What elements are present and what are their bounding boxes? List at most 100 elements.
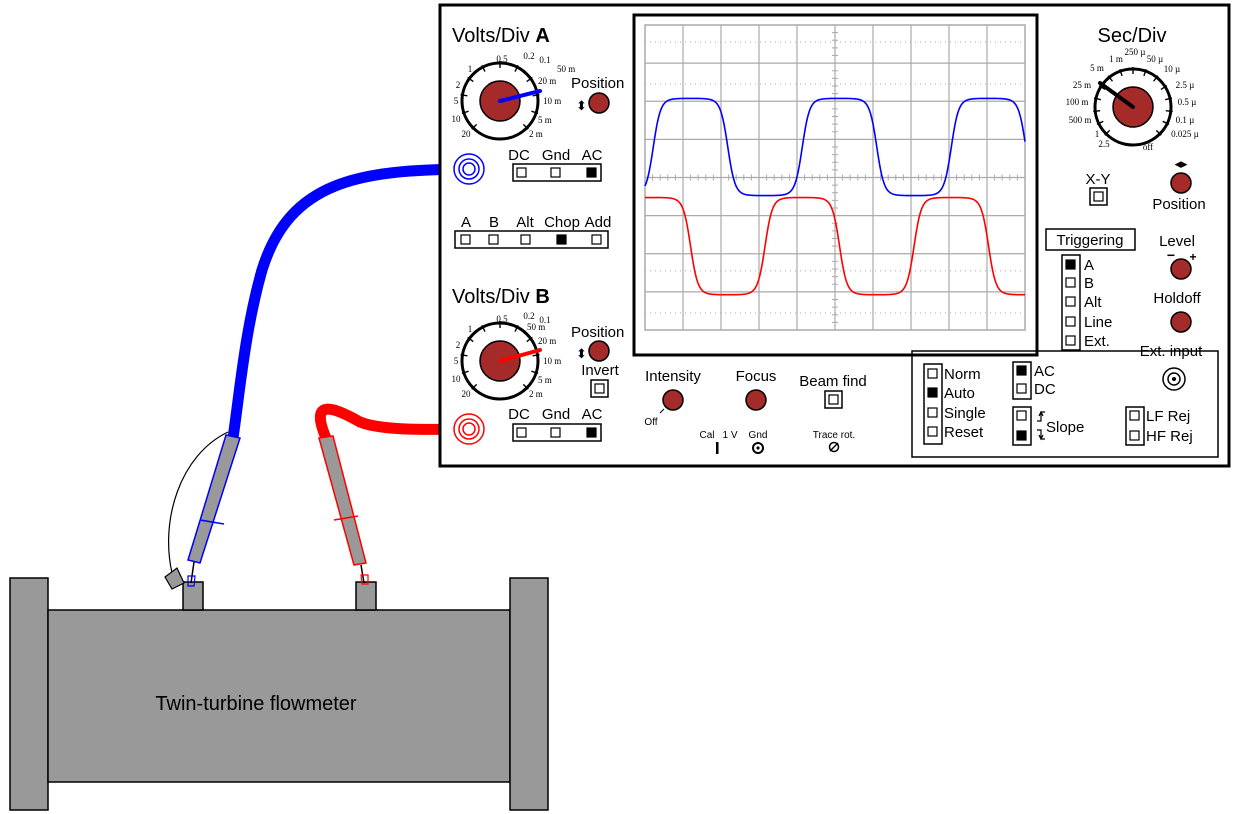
gnd-terminal-label: Gnd bbox=[749, 430, 768, 441]
flowmeter-body bbox=[47, 609, 511, 783]
trigger-source-a-switch[interactable] bbox=[1065, 259, 1076, 270]
channel-a-section: Volts/Div A 0.5 0.2 0.1 50 m 20 m 10 m 5… bbox=[452, 25, 624, 185]
hf-reject-label: HF Rej bbox=[1146, 428, 1193, 445]
trigger-source-ext-switch[interactable] bbox=[1065, 335, 1076, 346]
trigger-coupling-dc-switch[interactable] bbox=[1016, 383, 1027, 394]
holdoff-knob[interactable] bbox=[1170, 311, 1192, 333]
timebase-dial-label: 1 m bbox=[1109, 54, 1123, 64]
mode-add-label: Add bbox=[585, 214, 612, 231]
trigger-mode-norm-switch[interactable] bbox=[927, 368, 938, 379]
trigger-mode-group bbox=[923, 363, 943, 445]
dial-tick bbox=[460, 354, 468, 357]
intensity-knob[interactable] bbox=[662, 389, 684, 411]
channel-b-volts-dial[interactable] bbox=[460, 321, 542, 401]
channel-a-gnd-switch[interactable] bbox=[550, 167, 561, 178]
channel-a-position-knob[interactable] bbox=[588, 92, 610, 114]
timebase-dial-label: off bbox=[1143, 142, 1153, 152]
dial-tick bbox=[532, 354, 540, 357]
cal-terminal[interactable] bbox=[716, 442, 719, 454]
trigger-source-line-switch[interactable] bbox=[1065, 316, 1076, 327]
dial-b-label: 5 bbox=[454, 356, 459, 366]
trigger-coupling-ac-switch[interactable] bbox=[1016, 365, 1027, 376]
trigger-mode-reset-switch[interactable] bbox=[927, 426, 938, 437]
trigger-source-alt-label: Alt bbox=[1084, 294, 1102, 311]
mode-b-switch[interactable] bbox=[488, 234, 499, 245]
dial-tick bbox=[1165, 97, 1173, 101]
channel-a-coupling-gnd-label: Gnd bbox=[542, 147, 570, 164]
dial-tick bbox=[1104, 129, 1111, 136]
channel-b-position-knob[interactable] bbox=[588, 340, 610, 362]
trigger-coupling-ac-label: AC bbox=[1034, 363, 1055, 380]
dial-b-label: 50 m bbox=[527, 322, 545, 332]
trigger-level-knob[interactable] bbox=[1170, 258, 1192, 280]
mode-a-switch[interactable] bbox=[460, 234, 471, 245]
trigger-source-alt-switch[interactable] bbox=[1065, 296, 1076, 307]
channel-b-gnd-switch[interactable] bbox=[550, 427, 561, 438]
probe-a-tip-hook bbox=[187, 575, 196, 587]
hf-reject-switch[interactable] bbox=[1129, 430, 1140, 441]
trigger-mode-single-switch[interactable] bbox=[927, 407, 938, 418]
dial-tick bbox=[522, 123, 529, 130]
flowmeter-left-flange bbox=[9, 577, 49, 811]
lf-reject-switch[interactable] bbox=[1129, 410, 1140, 421]
mode-add-switch[interactable] bbox=[591, 234, 602, 245]
dial-tick bbox=[1162, 120, 1170, 125]
triggering-title: Triggering bbox=[1057, 232, 1124, 249]
dial-tick bbox=[467, 336, 474, 343]
trigger-slope-negative-switch[interactable] bbox=[1016, 430, 1027, 441]
dial-tick bbox=[526, 76, 533, 83]
dial-a-label: 10 bbox=[452, 114, 462, 124]
trigger-slope-positive-switch[interactable] bbox=[1016, 410, 1027, 421]
trigger-source-a-label: A bbox=[1084, 257, 1094, 274]
slope-falling-icon bbox=[1037, 429, 1045, 441]
trigger-mode-auto-switch[interactable] bbox=[927, 387, 938, 398]
horizontal-position-arrows-icon: ◂▸ bbox=[1174, 156, 1188, 171]
channel-a-volts-dial[interactable] bbox=[460, 61, 542, 141]
trigger-panel bbox=[911, 350, 1219, 458]
sec-div-dial[interactable] bbox=[1093, 67, 1173, 147]
dial-tick bbox=[460, 94, 468, 97]
horizontal-position-knob[interactable] bbox=[1170, 172, 1192, 194]
probe-b-tip-hook bbox=[360, 574, 369, 585]
timebase-dial-label: 0.5 µ bbox=[1178, 97, 1197, 107]
focus-knob[interactable] bbox=[745, 389, 767, 411]
dial-a-label: 50 m bbox=[557, 64, 575, 74]
channel-b-ac-switch[interactable] bbox=[586, 427, 597, 438]
trigger-source-line-label: Line bbox=[1084, 314, 1112, 331]
dial-a-label: 5 m bbox=[538, 115, 552, 125]
dial-b-label: 0.5 bbox=[496, 314, 508, 324]
trigger-level-plus: + bbox=[1189, 250, 1196, 264]
slope-rising-icon bbox=[1037, 410, 1045, 422]
screen-graticule bbox=[644, 24, 1026, 331]
channel-b-title: Volts/Div B bbox=[452, 286, 550, 308]
trigger-source-b-switch[interactable] bbox=[1065, 277, 1076, 288]
timebase-dial-label: 25 m bbox=[1073, 80, 1091, 90]
probe-b-body bbox=[318, 435, 367, 566]
timebase-dial-label: 50 µ bbox=[1147, 54, 1163, 64]
flowmeter-right-flange bbox=[509, 577, 549, 811]
probe-a-cable bbox=[227, 163, 473, 444]
channel-a-dc-switch[interactable] bbox=[516, 167, 527, 178]
vertical-mode-section: A B Alt Chop Add bbox=[454, 214, 612, 249]
channel-a-ac-switch[interactable] bbox=[586, 167, 597, 178]
mode-chop-label: Chop bbox=[544, 214, 580, 231]
channel-b-dc-switch[interactable] bbox=[516, 427, 527, 438]
triggering-section: Triggering A B Alt Line Ext. Level − + H… bbox=[911, 228, 1219, 458]
flowmeter-label: Twin-turbine flowmeter bbox=[155, 693, 357, 715]
probe-a bbox=[164, 434, 241, 590]
dial-tick bbox=[514, 65, 519, 72]
holdoff-label: Holdoff bbox=[1153, 290, 1201, 307]
mode-alt-switch[interactable] bbox=[520, 234, 531, 245]
xy-label: X-Y bbox=[1085, 171, 1110, 188]
trigger-mode-norm-label: Norm bbox=[944, 366, 981, 383]
dial-tick bbox=[1143, 69, 1147, 77]
timebase-dial-label: 0.025 µ bbox=[1171, 129, 1199, 139]
trace-rot-adjust[interactable] bbox=[828, 441, 840, 453]
channel-a-trace bbox=[644, 97, 1026, 197]
mode-chop-switch[interactable] bbox=[556, 234, 567, 245]
dial-b-label: 1 bbox=[468, 324, 473, 334]
oscilloscope-screen bbox=[632, 13, 1039, 357]
dial-tick bbox=[531, 110, 539, 115]
probe-a-ground-lead bbox=[168, 431, 229, 574]
